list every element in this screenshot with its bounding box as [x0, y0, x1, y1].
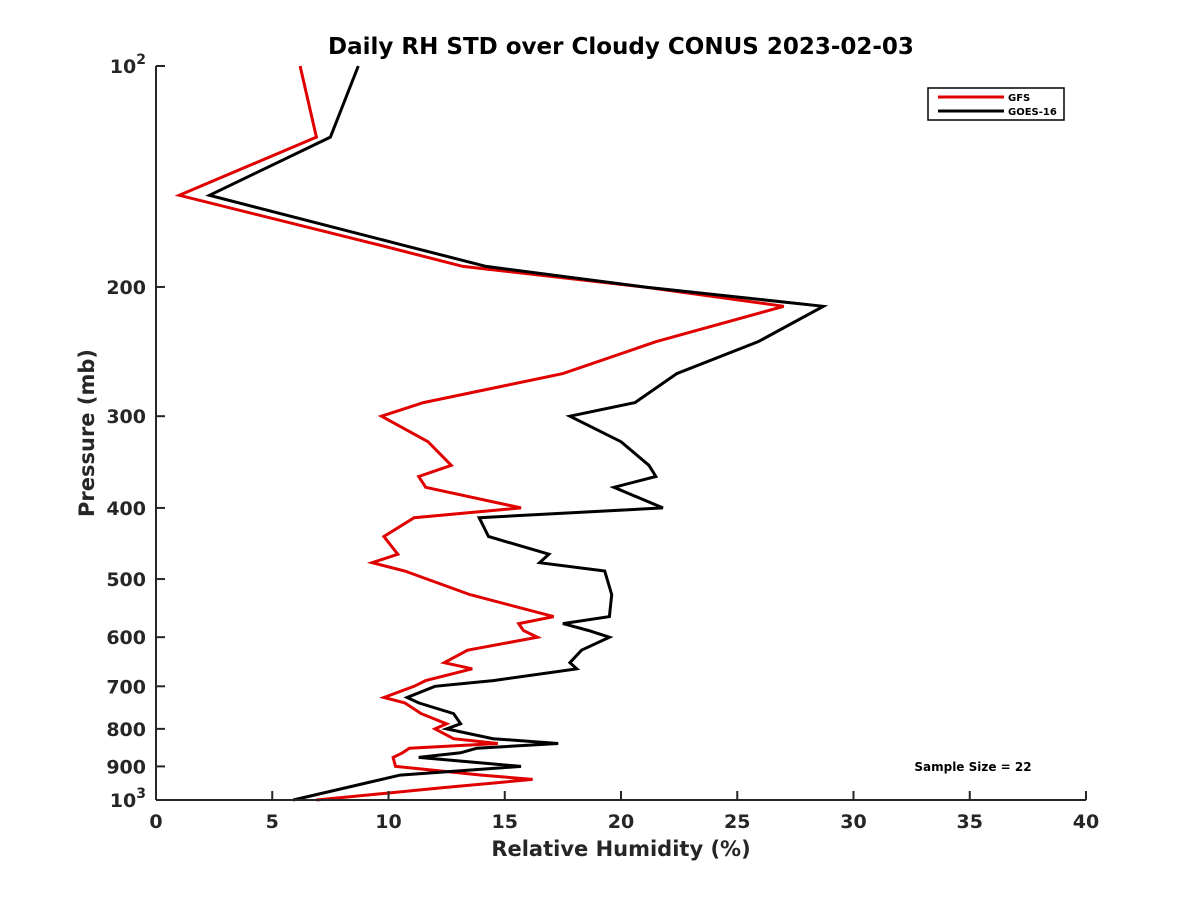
legend-label-goes-16: GOES-16 — [1008, 107, 1057, 118]
legend-box — [927, 87, 1065, 121]
y-tick-label: 900 — [106, 756, 146, 778]
x-tick-label: 20 — [608, 811, 634, 833]
axes: 0 5 10 15 20 25 30 35 40 102 200 300 400 500 600 700 800… — [106, 52, 1099, 833]
y-tick-label: 400 — [106, 498, 146, 520]
series-line-goes-16 — [205, 65, 829, 802]
y-tick-label: 600 — [106, 627, 146, 649]
chart-title: Daily RH STD over Cloudy CONUS 2023-02-0… — [328, 34, 914, 60]
legend: GFS GOES-16 — [927, 87, 1065, 121]
x-tick-label: 15 — [492, 811, 518, 833]
plot-area — [174, 65, 829, 802]
x-axis-title: Relative Humidity (%) — [491, 837, 750, 861]
series-line-gfs — [174, 65, 785, 802]
y-axis-title: Pressure (mb) — [75, 349, 99, 517]
x-tick-label: 30 — [840, 811, 866, 833]
x-tick-label: 35 — [957, 811, 983, 833]
x-tick-label: 40 — [1073, 811, 1099, 833]
x-tick-label: 25 — [724, 811, 750, 833]
y-tick-label: 103 — [110, 786, 146, 812]
y-tick-label: 700 — [106, 676, 146, 698]
legend-label-gfs: GFS — [1008, 93, 1030, 104]
y-tick-label: 200 — [106, 277, 146, 299]
y-tick-label: 300 — [106, 406, 146, 428]
y-tick-label: 102 — [110, 52, 146, 78]
y-tick-label: 500 — [106, 569, 146, 591]
x-tick-label: 0 — [149, 811, 162, 833]
x-tick-label: 10 — [375, 811, 401, 833]
sample-size-annotation: Sample Size = 22 — [914, 760, 1031, 774]
x-tick-label: 5 — [266, 811, 279, 833]
y-tick-label: 800 — [106, 719, 146, 741]
